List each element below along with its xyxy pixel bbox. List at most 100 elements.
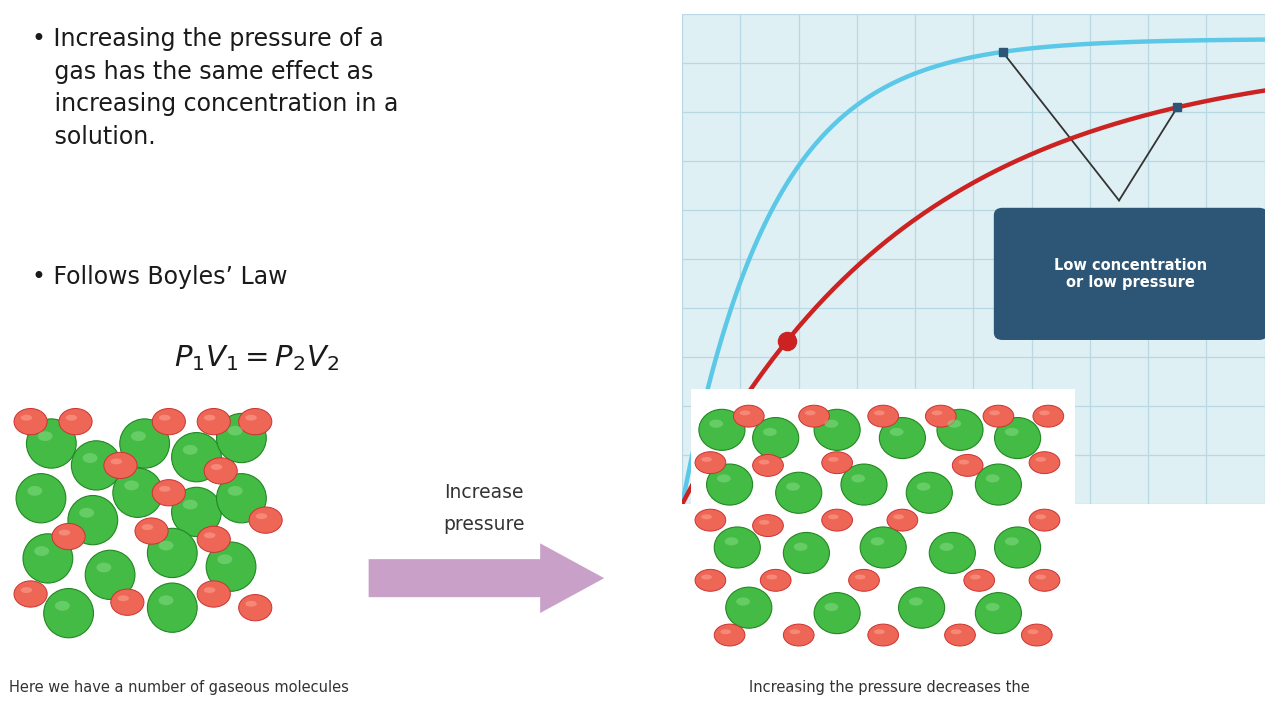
- Ellipse shape: [753, 515, 783, 536]
- Ellipse shape: [695, 451, 726, 474]
- Ellipse shape: [68, 495, 118, 545]
- Ellipse shape: [824, 420, 838, 428]
- Ellipse shape: [204, 458, 237, 484]
- Ellipse shape: [767, 575, 777, 580]
- Ellipse shape: [113, 468, 163, 518]
- Ellipse shape: [256, 513, 268, 519]
- Ellipse shape: [159, 541, 174, 551]
- Ellipse shape: [118, 595, 129, 601]
- Ellipse shape: [83, 453, 97, 463]
- Ellipse shape: [937, 409, 983, 451]
- Ellipse shape: [740, 410, 750, 415]
- Ellipse shape: [104, 452, 137, 479]
- Ellipse shape: [733, 405, 764, 427]
- Ellipse shape: [786, 482, 800, 491]
- Ellipse shape: [204, 587, 215, 593]
- Text: Increase: Increase: [444, 483, 524, 502]
- Ellipse shape: [197, 526, 230, 552]
- Ellipse shape: [709, 420, 723, 428]
- Ellipse shape: [79, 508, 93, 518]
- Ellipse shape: [714, 527, 760, 568]
- Ellipse shape: [995, 418, 1041, 459]
- Text: pressure: pressure: [443, 515, 525, 534]
- Text: Here we have a number of gaseous molecules: Here we have a number of gaseous molecul…: [9, 680, 349, 696]
- Ellipse shape: [159, 415, 170, 420]
- Ellipse shape: [736, 598, 750, 606]
- Ellipse shape: [753, 418, 799, 459]
- Ellipse shape: [65, 415, 77, 420]
- Ellipse shape: [238, 595, 271, 621]
- Ellipse shape: [717, 474, 731, 482]
- Ellipse shape: [23, 534, 73, 583]
- Ellipse shape: [860, 527, 906, 568]
- Ellipse shape: [206, 542, 256, 591]
- Ellipse shape: [986, 474, 1000, 482]
- Ellipse shape: [1021, 624, 1052, 646]
- Ellipse shape: [1036, 514, 1046, 519]
- Text: Increasing the pressure decreases the: Increasing the pressure decreases the: [749, 680, 1030, 696]
- Ellipse shape: [55, 600, 70, 611]
- Ellipse shape: [1028, 629, 1038, 634]
- FancyBboxPatch shape: [993, 208, 1267, 340]
- Ellipse shape: [1036, 457, 1046, 462]
- Ellipse shape: [228, 426, 243, 436]
- Ellipse shape: [14, 581, 47, 607]
- Ellipse shape: [142, 524, 154, 530]
- Ellipse shape: [776, 472, 822, 513]
- Ellipse shape: [699, 409, 745, 451]
- Ellipse shape: [72, 441, 122, 490]
- Ellipse shape: [995, 527, 1041, 568]
- Ellipse shape: [874, 629, 884, 634]
- Ellipse shape: [1033, 405, 1064, 427]
- Ellipse shape: [27, 419, 77, 468]
- Ellipse shape: [197, 408, 230, 435]
- Ellipse shape: [986, 603, 1000, 611]
- Ellipse shape: [879, 418, 925, 459]
- Ellipse shape: [228, 486, 243, 496]
- Ellipse shape: [824, 603, 838, 611]
- Text: • Follows Boyles’ Law: • Follows Boyles’ Law: [32, 265, 288, 289]
- Ellipse shape: [134, 518, 168, 544]
- Ellipse shape: [970, 575, 980, 580]
- Ellipse shape: [218, 554, 232, 564]
- Ellipse shape: [183, 500, 197, 510]
- Ellipse shape: [759, 520, 769, 525]
- Ellipse shape: [794, 543, 808, 551]
- Ellipse shape: [159, 486, 170, 492]
- Ellipse shape: [44, 588, 93, 638]
- Ellipse shape: [975, 593, 1021, 634]
- Ellipse shape: [695, 509, 726, 531]
- Ellipse shape: [27, 486, 42, 496]
- Ellipse shape: [940, 543, 954, 551]
- Ellipse shape: [147, 583, 197, 632]
- Ellipse shape: [783, 533, 829, 573]
- Ellipse shape: [124, 480, 140, 490]
- Ellipse shape: [760, 570, 791, 591]
- Ellipse shape: [952, 454, 983, 477]
- Ellipse shape: [975, 464, 1021, 505]
- Ellipse shape: [828, 514, 838, 519]
- Ellipse shape: [929, 533, 975, 573]
- Ellipse shape: [216, 413, 266, 463]
- Ellipse shape: [763, 428, 777, 436]
- Ellipse shape: [204, 415, 215, 420]
- Ellipse shape: [893, 514, 904, 519]
- Ellipse shape: [110, 459, 122, 464]
- Ellipse shape: [822, 451, 852, 474]
- Ellipse shape: [887, 509, 918, 531]
- Ellipse shape: [951, 629, 961, 634]
- Ellipse shape: [906, 472, 952, 513]
- Ellipse shape: [805, 410, 815, 415]
- Ellipse shape: [1029, 570, 1060, 591]
- Ellipse shape: [52, 523, 86, 549]
- FancyBboxPatch shape: [0, 381, 362, 670]
- Ellipse shape: [159, 595, 174, 606]
- Ellipse shape: [1039, 410, 1050, 415]
- Ellipse shape: [250, 507, 282, 534]
- Ellipse shape: [964, 570, 995, 591]
- Ellipse shape: [814, 409, 860, 451]
- Ellipse shape: [851, 474, 865, 482]
- Ellipse shape: [959, 459, 969, 464]
- Ellipse shape: [120, 419, 169, 468]
- Ellipse shape: [783, 624, 814, 646]
